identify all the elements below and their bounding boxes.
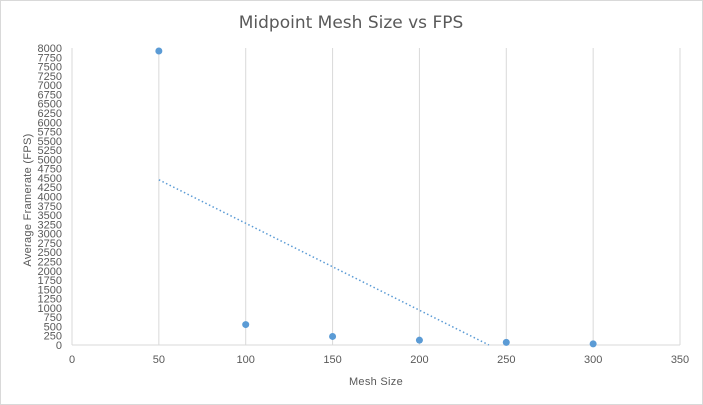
y-tick-label: 8000	[38, 43, 62, 55]
x-axis-label: Mesh Size	[349, 376, 403, 388]
data-points	[155, 47, 597, 348]
x-tick-label: 50	[153, 354, 165, 366]
y-tick-label: 7750	[38, 52, 62, 64]
y-tick-label: 6750	[38, 89, 62, 101]
y-tick-label: 5250	[38, 145, 62, 157]
y-tick-label: 5750	[38, 127, 62, 139]
y-tick-label: 7000	[38, 80, 62, 92]
y-tick-label: 750	[44, 312, 62, 324]
y-tick-label: 4750	[38, 164, 62, 176]
y-tick-label: 2000	[38, 266, 62, 278]
x-tick-label: 200	[410, 354, 428, 366]
data-point	[415, 336, 423, 344]
y-tick-label: 6500	[38, 99, 62, 111]
y-tick-label: 4500	[38, 173, 62, 185]
y-tick-label: 5500	[38, 136, 62, 148]
y-tick-label: 2750	[38, 238, 62, 250]
x-tick-label: 350	[671, 354, 689, 366]
trendline	[158, 179, 490, 346]
data-point	[155, 47, 163, 55]
trendline-group	[158, 179, 490, 346]
data-point	[589, 340, 597, 348]
y-tick-label: 1750	[38, 275, 62, 287]
y-tick-label: 500	[44, 321, 62, 333]
chart-title: Midpoint Mesh Size vs FPS	[239, 13, 464, 33]
y-tick-label: 250	[44, 331, 62, 343]
y-tick-label: 2250	[38, 256, 62, 268]
x-tick-label: 150	[323, 354, 341, 366]
x-tick-label: 100	[237, 354, 255, 366]
x-tick-label: 0	[69, 354, 75, 366]
y-tick-label: 3250	[38, 219, 62, 231]
y-tick-label: 2500	[38, 247, 62, 259]
data-point	[329, 332, 337, 340]
y-tick-label: 3750	[38, 201, 62, 213]
y-tick-labels: 0250500750100012501500175020002250250027…	[38, 43, 62, 352]
y-tick-label: 3000	[38, 229, 62, 241]
data-point	[502, 338, 510, 346]
y-tick-label: 4250	[38, 182, 62, 194]
x-tick-label: 300	[584, 354, 602, 366]
y-tick-label: 3500	[38, 210, 62, 222]
y-tick-label: 0	[56, 340, 62, 352]
y-tick-label: 1250	[38, 294, 62, 306]
y-tick-label: 7250	[38, 71, 62, 83]
y-tick-label: 1000	[38, 303, 62, 315]
axes	[71, 48, 680, 346]
x-tick-label: 250	[497, 354, 515, 366]
y-tick-label: 6250	[38, 108, 62, 120]
y-tick-label: 1500	[38, 284, 62, 296]
y-tick-label: 7500	[38, 62, 62, 74]
y-tick-label: 6000	[38, 117, 62, 129]
y-tick-label: 5000	[38, 154, 62, 166]
grid-lines	[158, 48, 681, 345]
data-point	[242, 321, 250, 329]
y-axis-label: Average Framerate (FPS)	[22, 133, 34, 266]
y-tick-label: 4000	[38, 192, 62, 204]
x-tick-labels: 0 50 100 150 200 250 300 350	[69, 354, 689, 366]
